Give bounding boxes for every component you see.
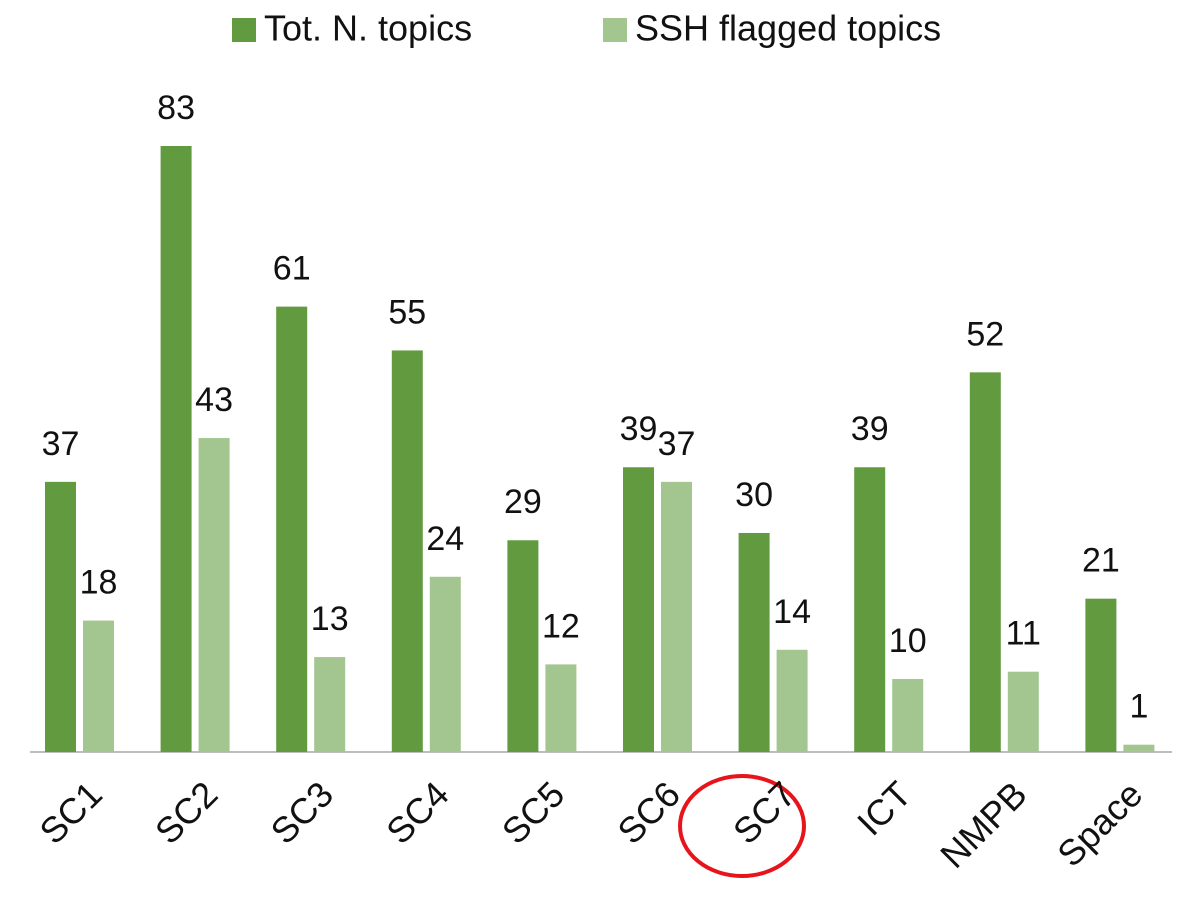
value-label: 10: [889, 622, 927, 660]
bar: [314, 657, 346, 752]
x-tick-label: SC1: [31, 773, 110, 852]
x-tick-label: SC4: [378, 773, 457, 852]
x-tick-label: Space: [1049, 773, 1150, 874]
legend-swatch: [603, 18, 627, 42]
bar: [661, 481, 692, 752]
x-tick-label: NMPB: [932, 773, 1035, 876]
value-label: 30: [735, 476, 773, 514]
value-label: 37: [42, 425, 80, 463]
bar: [83, 620, 114, 752]
bar: [198, 438, 230, 752]
value-label: 43: [195, 381, 233, 419]
bar: [776, 649, 808, 752]
bar: [892, 678, 924, 752]
value-label: 13: [311, 600, 349, 638]
value-label: 18: [80, 564, 118, 602]
x-tick-label: SC5: [494, 773, 573, 852]
value-label: 11: [1006, 615, 1041, 653]
value-label: 83: [157, 89, 195, 127]
value-label: 24: [426, 520, 464, 558]
x-tick-label: SC6: [609, 773, 688, 852]
value-label: 37: [658, 425, 696, 463]
x-tick-label: SC3: [263, 773, 342, 852]
legend-swatch: [232, 18, 256, 42]
value-label: 29: [504, 483, 542, 521]
value-label: 12: [542, 607, 580, 645]
value-label: 1: [1129, 688, 1148, 726]
legend-label: SSH flagged topics: [635, 8, 941, 49]
bar: [160, 146, 192, 752]
value-label: 61: [273, 250, 311, 288]
bar: [1123, 744, 1155, 752]
legend-label: Tot. N. topics: [264, 8, 472, 49]
bar: [429, 576, 461, 752]
x-tick-label: SC2: [147, 773, 226, 852]
value-label: 55: [388, 293, 426, 331]
bar: [45, 481, 76, 752]
bar: [623, 467, 654, 752]
value-label: 39: [851, 410, 889, 448]
bar: [545, 664, 577, 752]
highlight-circle: [678, 774, 806, 878]
x-tick-label: SC7: [725, 773, 804, 852]
bar: [1085, 598, 1117, 752]
bar: [1007, 671, 1039, 752]
bar: [969, 372, 1001, 752]
bar: [391, 350, 423, 752]
value-label: 52: [966, 315, 1004, 353]
bar: [738, 532, 770, 752]
bar: [507, 540, 539, 752]
bar: [276, 306, 308, 752]
bar: [854, 467, 886, 752]
x-tick-label: ICT: [849, 773, 919, 843]
value-label: 21: [1082, 542, 1120, 580]
value-label: 39: [620, 410, 658, 448]
value-label: 14: [773, 593, 811, 631]
